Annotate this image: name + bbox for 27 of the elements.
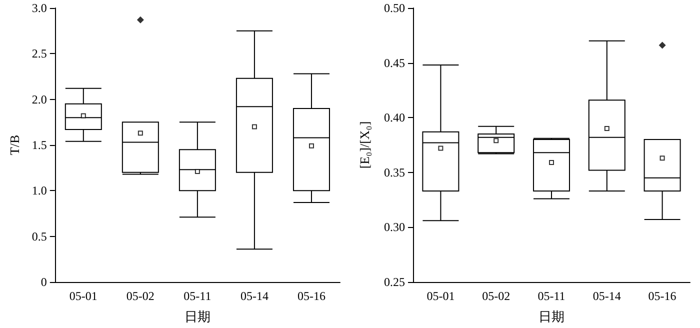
x-tick-label: 05-11: [538, 289, 566, 303]
x-tick-label: 05-16: [297, 289, 326, 303]
y-tick-label: 3.0: [32, 1, 47, 15]
y-tick-label: 0.30: [384, 220, 405, 234]
x-tick-label: 05-16: [648, 289, 676, 303]
y-axis-title: T/B: [7, 134, 22, 156]
x-tick-label: 05-02: [126, 289, 154, 303]
x-tick-label: 05-14: [592, 289, 621, 303]
x-tick-label: 05-02: [482, 289, 510, 303]
y-axis-title: [E₀]/[X₀]: [357, 121, 372, 169]
x-tick-label: 05-14: [240, 289, 268, 303]
y-tick-label: 0.50: [384, 1, 405, 15]
y-tick-label: 1.0: [32, 184, 47, 198]
x-tick-label: 05-11: [184, 289, 212, 303]
y-tick-label: 0.35: [384, 165, 405, 180]
y-tick-label: 0.25: [384, 275, 405, 289]
y-tick-label: 0: [40, 275, 47, 289]
y-tick-label: 0.40: [384, 110, 405, 125]
x-axis-title: 日期: [538, 309, 564, 324]
y-tick-label: 0.5: [32, 229, 47, 244]
y-tick-label: 2.0: [32, 92, 47, 106]
x-tick-label: 05-01: [69, 289, 98, 303]
y-tick-label: 0.45: [384, 56, 405, 70]
y-tick-label: 1.5: [32, 138, 47, 152]
x-axis-title: 日期: [184, 309, 210, 324]
x-tick-label: 05-01: [426, 289, 455, 303]
y-tick-label: 2.5: [32, 46, 47, 61]
